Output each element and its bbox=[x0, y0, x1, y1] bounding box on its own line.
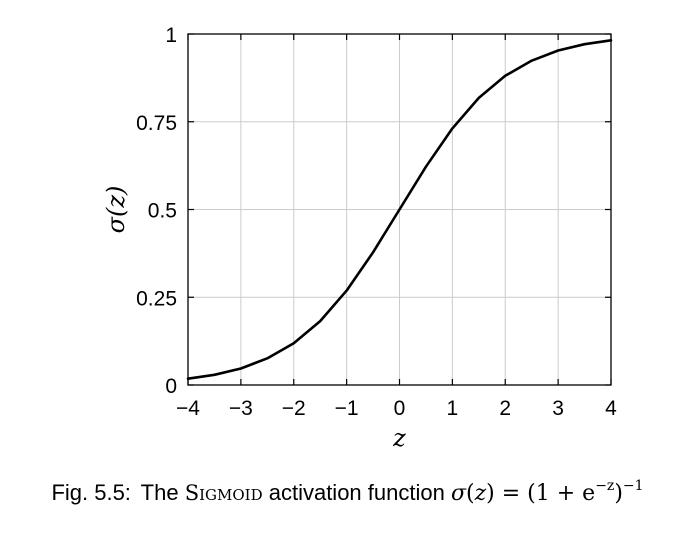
x-tick-label: 4 bbox=[605, 397, 617, 420]
x-tick-label: 2 bbox=[499, 397, 511, 420]
x-tick-labels: −4 −3 −2 −1 0 1 2 3 4 bbox=[176, 397, 617, 420]
formula-rhs: ) = (1 + e bbox=[486, 481, 596, 506]
x-tick-label: 1 bbox=[447, 397, 459, 420]
sigmoid-curve-line bbox=[186, 39, 613, 380]
caption-text-after: activation function bbox=[268, 480, 445, 505]
x-tick-label: 3 bbox=[552, 397, 564, 420]
formula-exponent: −z bbox=[595, 478, 615, 494]
y-tick-label: 0.25 bbox=[136, 287, 177, 310]
y-tick-label: 0.75 bbox=[136, 112, 177, 135]
x-tick-label: 0 bbox=[394, 397, 406, 420]
caption-function-name: Sigmoid bbox=[184, 481, 263, 505]
formula-variable: z bbox=[474, 481, 487, 506]
x-tick-label: −2 bbox=[282, 397, 306, 420]
series-layer bbox=[186, 39, 613, 380]
x-tick-label: −1 bbox=[335, 397, 359, 420]
formula-open-paren: ( bbox=[465, 481, 475, 506]
figure-caption: Fig. 5.5: The Sigmoid activation functio… bbox=[0, 478, 695, 506]
caption-formula: σ(z) = (1 + e−z)−1 bbox=[450, 478, 644, 506]
x-tick-label: −4 bbox=[176, 397, 200, 420]
y-tick-labels: 0 0.25 0.5 0.75 1 bbox=[136, 24, 177, 398]
sigmoid-chart: −4 −3 −2 −1 0 1 2 3 4 0 0.25 0.5 0.75 1 z σ(z) bbox=[102, 24, 617, 452]
y-tick-label: 0.5 bbox=[148, 200, 177, 223]
x-axis-label: z bbox=[392, 424, 406, 452]
caption-figure-number: Fig. 5.5: bbox=[51, 480, 131, 505]
y-tick-label: 0 bbox=[165, 375, 177, 398]
y-tick-label: 1 bbox=[165, 24, 177, 47]
tick-marks bbox=[187, 33, 612, 386]
formula-outer-exponent: −1 bbox=[622, 478, 644, 494]
caption-text-before: The bbox=[140, 480, 179, 505]
formula-sigma: σ bbox=[450, 481, 466, 506]
x-tick-label: −3 bbox=[229, 397, 253, 420]
formula-close-paren: ) bbox=[614, 481, 623, 506]
y-axis-label: σ(z) bbox=[102, 186, 130, 234]
